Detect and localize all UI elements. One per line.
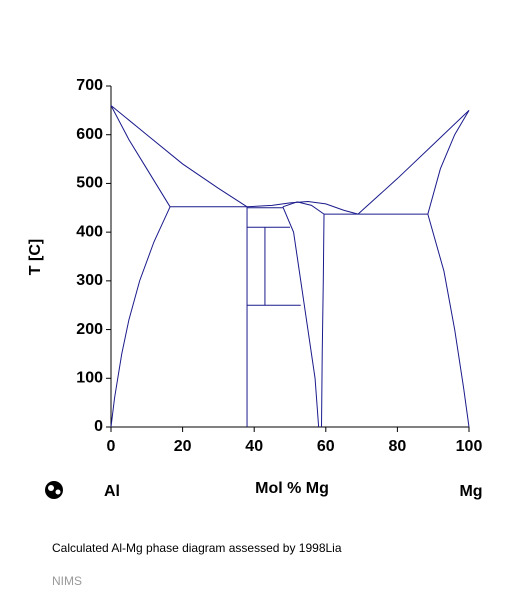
source: NIMS — [52, 574, 82, 588]
right-element: Mg — [459, 483, 482, 500]
caption: Calculated Al-Mg phase diagram assessed … — [52, 541, 342, 555]
phase-boundary — [357, 109, 470, 215]
phase-boundary — [110, 206, 171, 428]
x-tick-label: 80 — [389, 438, 407, 455]
y-tick-label: 300 — [76, 272, 103, 289]
phase-boundary — [427, 213, 470, 428]
logo-icon — [45, 481, 63, 499]
y-axis-label: T [C] — [27, 239, 44, 275]
x-tick-label: 20 — [174, 438, 192, 455]
x-tick-label: 40 — [245, 438, 263, 455]
x-tick-label: 60 — [317, 438, 335, 455]
plot-frame — [111, 86, 469, 427]
y-tick-label: 700 — [76, 77, 103, 94]
x-tick-label: 100 — [456, 438, 483, 455]
y-tick-label: 100 — [76, 370, 103, 387]
y-tick-label: 500 — [76, 175, 103, 192]
y-tick-label: 600 — [76, 126, 103, 143]
left-element: Al — [104, 483, 120, 500]
x-tick-label: 0 — [107, 438, 116, 455]
phase-boundary — [427, 110, 470, 215]
y-tick-label: 200 — [76, 321, 103, 338]
y-tick-label: 400 — [76, 223, 103, 240]
y-tick-label: 0 — [94, 418, 103, 435]
phase-boundary — [110, 105, 171, 208]
phase-boundary — [110, 105, 248, 208]
phase-boundary — [282, 206, 320, 428]
x-axis-label: Mol % Mg — [255, 480, 329, 497]
phase-boundary — [321, 214, 325, 428]
phase-boundary — [247, 200, 359, 215]
phase-boundary — [282, 201, 325, 215]
